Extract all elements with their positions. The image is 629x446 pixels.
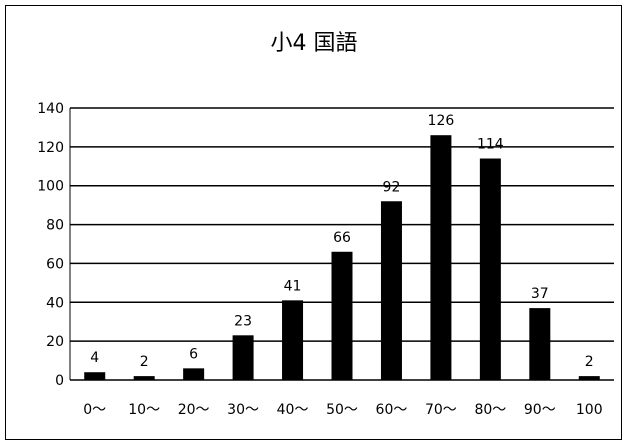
- x-tick-label: 100: [576, 402, 603, 418]
- y-tick-label: 0: [55, 373, 64, 389]
- data-label: 92: [383, 179, 401, 195]
- x-tick-label: 50〜: [326, 402, 358, 418]
- x-tick-label: 60〜: [376, 402, 408, 418]
- x-axis-labels: 0〜 10〜 20〜 30〜 40〜 50〜 60〜 70〜 80〜 90〜 100: [83, 402, 602, 418]
- x-tick-label: 80〜: [474, 402, 506, 418]
- y-tick-label: 100: [37, 179, 64, 195]
- bars: [84, 135, 600, 380]
- bar-5: [331, 251, 353, 380]
- bar-9: [529, 308, 551, 380]
- bar-7: [430, 135, 452, 380]
- y-tick-label: 120: [37, 140, 64, 156]
- x-tick-label: 20〜: [178, 402, 210, 418]
- bar-4: [282, 300, 304, 380]
- bar-3: [232, 335, 254, 380]
- bar-1: [133, 376, 155, 380]
- x-tick-label: 40〜: [277, 402, 309, 418]
- chart-frame: [5, 5, 622, 440]
- data-label: 37: [531, 286, 549, 302]
- data-label: 6: [189, 346, 198, 362]
- y-tick-label: 20: [46, 334, 64, 350]
- x-tick-label: 70〜: [425, 402, 457, 418]
- data-label: 41: [284, 278, 302, 294]
- data-label: 114: [477, 137, 504, 153]
- y-tick-label: 60: [46, 256, 64, 272]
- y-tick-label: 140: [37, 101, 64, 117]
- data-label: 2: [585, 354, 594, 370]
- data-label: 23: [234, 313, 252, 329]
- x-tick-label: 30〜: [227, 402, 259, 418]
- x-tick-label: 10〜: [128, 402, 160, 418]
- y-tick-label: 40: [46, 295, 64, 311]
- bar-0: [84, 372, 106, 380]
- chart-title: 小4 国語: [271, 31, 358, 56]
- y-axis: 0 20 40 60 80 100 120 140: [37, 101, 71, 389]
- bar-6: [380, 201, 402, 380]
- bar-8: [479, 158, 501, 380]
- bar-10: [578, 376, 600, 380]
- data-label: 4: [90, 350, 99, 366]
- data-label: 126: [428, 113, 455, 129]
- gridlines: [70, 107, 614, 381]
- data-label: 2: [140, 354, 149, 370]
- x-tick-label: 0〜: [83, 402, 106, 418]
- bar-2: [183, 368, 205, 380]
- data-labels: 4 2 6 23 41 66 92 126 114 37 2: [90, 113, 593, 370]
- data-label: 66: [333, 230, 351, 246]
- x-tick-label: 90〜: [524, 402, 556, 418]
- y-tick-label: 80: [46, 218, 64, 234]
